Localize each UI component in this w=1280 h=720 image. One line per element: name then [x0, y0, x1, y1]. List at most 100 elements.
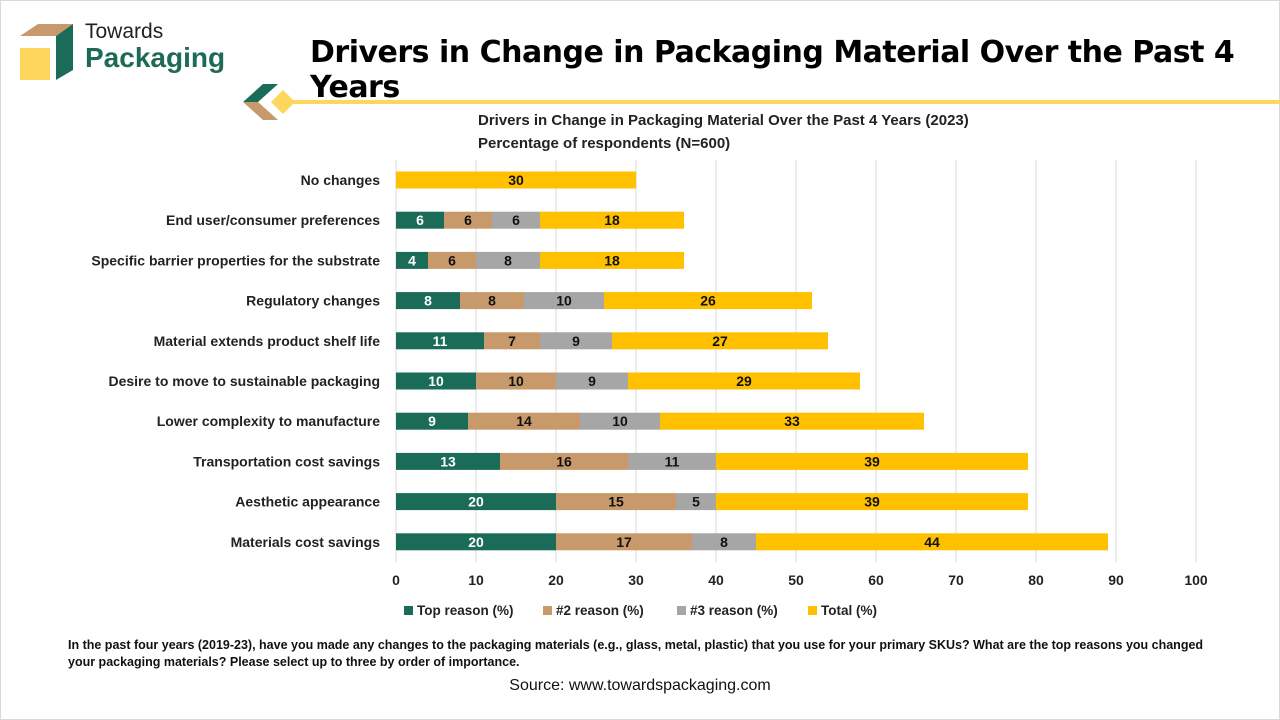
source: Source: www.towardspackaging.com: [509, 677, 771, 694]
x-tick-label: 40: [708, 572, 724, 588]
x-tick-label: 70: [948, 572, 964, 588]
bar-segment: [628, 452, 716, 470]
data-label: 5: [692, 494, 700, 510]
bar-segment: [716, 452, 1028, 470]
bar-segment: [396, 412, 468, 430]
legend-label: Top reason (%): [417, 603, 514, 618]
data-label: 9: [572, 333, 580, 349]
stacked-bar-chart: 0 10 20 30 40 50 60 70 80 90 100 No changes 30 End us…: [91, 160, 1208, 618]
bar-segment: [556, 493, 676, 511]
bar-segment: [484, 332, 540, 350]
x-tick-label: 50: [788, 572, 804, 588]
data-label: 8: [720, 534, 728, 550]
bar-segment: [540, 251, 684, 269]
chart-title: Drivers in Change in Packaging Material …: [478, 112, 969, 129]
title-underline-decoration-icon: [243, 84, 1280, 120]
data-label: 18: [604, 252, 620, 268]
bar-segment: [396, 332, 484, 350]
data-label: 20: [468, 534, 484, 550]
bar-segment: [492, 211, 540, 229]
data-label: 9: [428, 413, 436, 429]
data-label: 15: [608, 494, 624, 510]
bar-segment: [540, 211, 684, 229]
category-label: Lower complexity to manufacture: [157, 413, 380, 429]
data-label: 30: [508, 172, 524, 188]
data-label: 8: [504, 252, 512, 268]
data-label: 10: [612, 413, 628, 429]
data-label: 8: [424, 293, 432, 309]
logo-text-packaging: Packaging: [85, 42, 226, 73]
x-tick-label: 30: [628, 572, 644, 588]
chart-subtitle: Percentage of respondents (N=600): [478, 135, 731, 152]
bar-segment: [476, 372, 556, 390]
x-tick-label: 0: [392, 572, 400, 588]
category-label: Material extends product shelf life: [154, 333, 381, 349]
footnote: In the past four years (2019-23), have y…: [68, 638, 1204, 669]
bar-segment: [396, 493, 556, 511]
data-label: 6: [416, 212, 424, 228]
data-label: 4: [408, 252, 416, 268]
bar-segment: [612, 332, 828, 350]
category-label: Transportation cost savings: [193, 453, 380, 469]
data-label: 20: [468, 494, 484, 510]
bar-segment: [628, 372, 860, 390]
bar-segment: [580, 412, 660, 430]
bar-segment: [676, 493, 716, 511]
category-label: Regulatory changes: [246, 293, 380, 309]
legend-swatch: [404, 606, 413, 615]
bar-segment: [524, 292, 604, 310]
logo-text-towards: Towards: [85, 20, 164, 43]
bar-segment: [604, 292, 812, 310]
data-label: 27: [712, 333, 728, 349]
data-label: 8: [488, 293, 496, 309]
data-label: 10: [428, 373, 444, 389]
page-title: Drivers in Change in Packaging Material …: [310, 35, 1235, 105]
x-tick-label: 80: [1028, 572, 1044, 588]
bar-segment: [756, 533, 1108, 551]
bar-segment: [476, 251, 540, 269]
data-label: 10: [556, 293, 572, 309]
bar-segment: [660, 412, 924, 430]
bar-segment: [468, 412, 580, 430]
data-label: 13: [440, 453, 456, 469]
data-label: 26: [700, 293, 716, 309]
category-label: Specific barrier properties for the subs…: [91, 252, 380, 268]
data-label: 11: [433, 333, 448, 349]
bar-segment: [460, 292, 524, 310]
bar-segment: [716, 493, 1028, 511]
data-label: 6: [512, 212, 520, 228]
towards-packaging-logo-icon: [20, 24, 73, 80]
data-label: 18: [604, 212, 620, 228]
data-label: 39: [864, 453, 880, 469]
data-label: 11: [665, 453, 680, 469]
bar-segment: [556, 372, 628, 390]
data-label: 17: [616, 534, 632, 550]
category-label: Aesthetic appearance: [235, 494, 380, 510]
bar-segment: [396, 211, 444, 229]
data-label: 14: [516, 413, 532, 429]
x-tick-label: 60: [868, 572, 884, 588]
bar-segment: [428, 251, 476, 269]
legend-swatch: [808, 606, 817, 615]
bar-segment: [396, 171, 636, 189]
data-label: 10: [508, 373, 524, 389]
data-label: 16: [556, 453, 572, 469]
x-tick-label: 100: [1184, 572, 1208, 588]
data-label: 6: [464, 212, 472, 228]
data-label: 7: [508, 333, 516, 349]
bar-segment: [396, 533, 556, 551]
data-label: 6: [448, 252, 456, 268]
category-label: End user/consumer preferences: [166, 212, 380, 228]
data-label: 44: [924, 534, 940, 550]
legend-label: #3 reason (%): [690, 603, 778, 618]
data-label: 33: [784, 413, 800, 429]
bar-segment: [444, 211, 492, 229]
x-tick-label: 10: [468, 572, 484, 588]
category-label: Materials cost savings: [231, 534, 381, 550]
data-label: 29: [736, 373, 752, 389]
x-tick-label: 90: [1108, 572, 1124, 588]
legend-label: #2 reason (%): [556, 603, 644, 618]
data-label: 9: [588, 373, 596, 389]
bar-segment: [556, 533, 692, 551]
bar-segment: [396, 452, 500, 470]
